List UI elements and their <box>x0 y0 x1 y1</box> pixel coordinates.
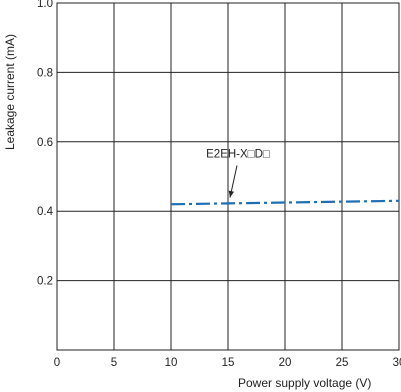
x-axis-title: Power supply voltage (V) <box>238 376 371 390</box>
series-line <box>170 199 400 206</box>
y-tick-label: 1.0 <box>37 0 53 10</box>
x-tick-label: 5 <box>111 357 117 369</box>
x-tick-label: 30 <box>393 357 401 369</box>
y-tick-labels: 0.2 0.4 0.6 0.8 1.0 <box>37 0 54 288</box>
grid-lines <box>57 3 399 350</box>
x-tick-label: 15 <box>222 357 235 369</box>
annotation-arrowhead <box>228 190 235 198</box>
series-group <box>170 199 400 206</box>
y-axis-title: Leakage current (mA) <box>3 34 17 150</box>
y-tick-label: 0.4 <box>37 206 54 218</box>
x-tick-label: 20 <box>279 357 292 369</box>
y-tick-label: 0.8 <box>37 67 53 79</box>
y-tick-label: 0.2 <box>37 276 53 288</box>
annotation-label: E2EH-X□D□ <box>206 149 270 161</box>
annotations-group: E2EH-X□D□ <box>206 149 270 198</box>
x-tick-label: 10 <box>165 357 178 369</box>
y-tick-label: 0.6 <box>37 137 53 149</box>
x-tick-label: 0 <box>54 357 60 369</box>
plot-frame <box>56 2 400 351</box>
x-tick-label: 25 <box>336 357 349 369</box>
x-tick-labels: 0 5 10 15 20 25 30 <box>54 357 401 369</box>
